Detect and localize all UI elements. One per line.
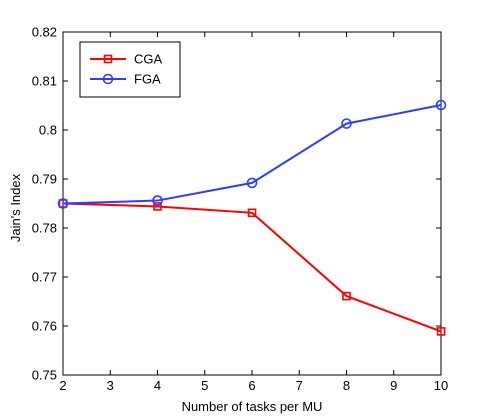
y-tick-label: 0.78 bbox=[32, 221, 57, 236]
legend-marker bbox=[103, 54, 113, 64]
legend-item-fga: FGA bbox=[90, 72, 161, 87]
axis-ticks: 2 3 4 5 6 7 8 9 10 0.75 0.76 0.77 0.78 0.79 0.8 0.81 0.8… bbox=[32, 25, 449, 394]
y-tick-label: 0.79 bbox=[32, 172, 57, 187]
y-tick-label: 0.81 bbox=[32, 74, 57, 89]
series-cga bbox=[58, 199, 446, 336]
x-tick-label: 5 bbox=[201, 378, 208, 393]
x-tick-label: 7 bbox=[296, 378, 303, 393]
x-tick-label: 4 bbox=[154, 378, 161, 393]
x-tick-label: 10 bbox=[434, 378, 448, 393]
data-point-fga bbox=[57, 198, 69, 209]
legend-label: FGA bbox=[134, 72, 161, 87]
y-tick-label: 0.76 bbox=[32, 319, 57, 334]
legend-marker bbox=[102, 73, 114, 85]
x-tick-label: 2 bbox=[59, 378, 66, 393]
x-tick-label: 6 bbox=[248, 378, 255, 393]
x-tick-label: 8 bbox=[343, 378, 350, 393]
legend-label: CGA bbox=[134, 52, 163, 67]
x-tick-label: 3 bbox=[107, 378, 114, 393]
data-point-fga bbox=[341, 118, 352, 129]
y-tick-label: 0.77 bbox=[32, 270, 57, 285]
data-point-cga bbox=[342, 291, 351, 301]
data-point-fga bbox=[246, 177, 258, 189]
x-axis-label: Number of tasks per MU bbox=[182, 399, 323, 414]
y-axis-label: Jain's Index bbox=[8, 173, 23, 242]
series-fga bbox=[57, 99, 447, 209]
data-point-cga bbox=[153, 202, 162, 211]
legend-box bbox=[79, 41, 181, 98]
series-line-cga bbox=[62, 202, 442, 333]
series-line-fga bbox=[62, 104, 442, 205]
data-point-fga bbox=[435, 99, 447, 111]
y-tick-label: 0.75 bbox=[32, 368, 57, 383]
y-tick-label: 0.82 bbox=[32, 25, 57, 40]
series-layer bbox=[57, 99, 447, 336]
legend-item-cga: CGA bbox=[90, 52, 163, 67]
x-tick-label: 9 bbox=[390, 378, 397, 393]
legend: CGA FGA bbox=[79, 41, 181, 98]
y-tick-label: 0.8 bbox=[39, 123, 57, 138]
data-point-fga bbox=[152, 195, 163, 206]
data-point-cga bbox=[247, 208, 257, 218]
data-point-cga bbox=[436, 327, 446, 336]
